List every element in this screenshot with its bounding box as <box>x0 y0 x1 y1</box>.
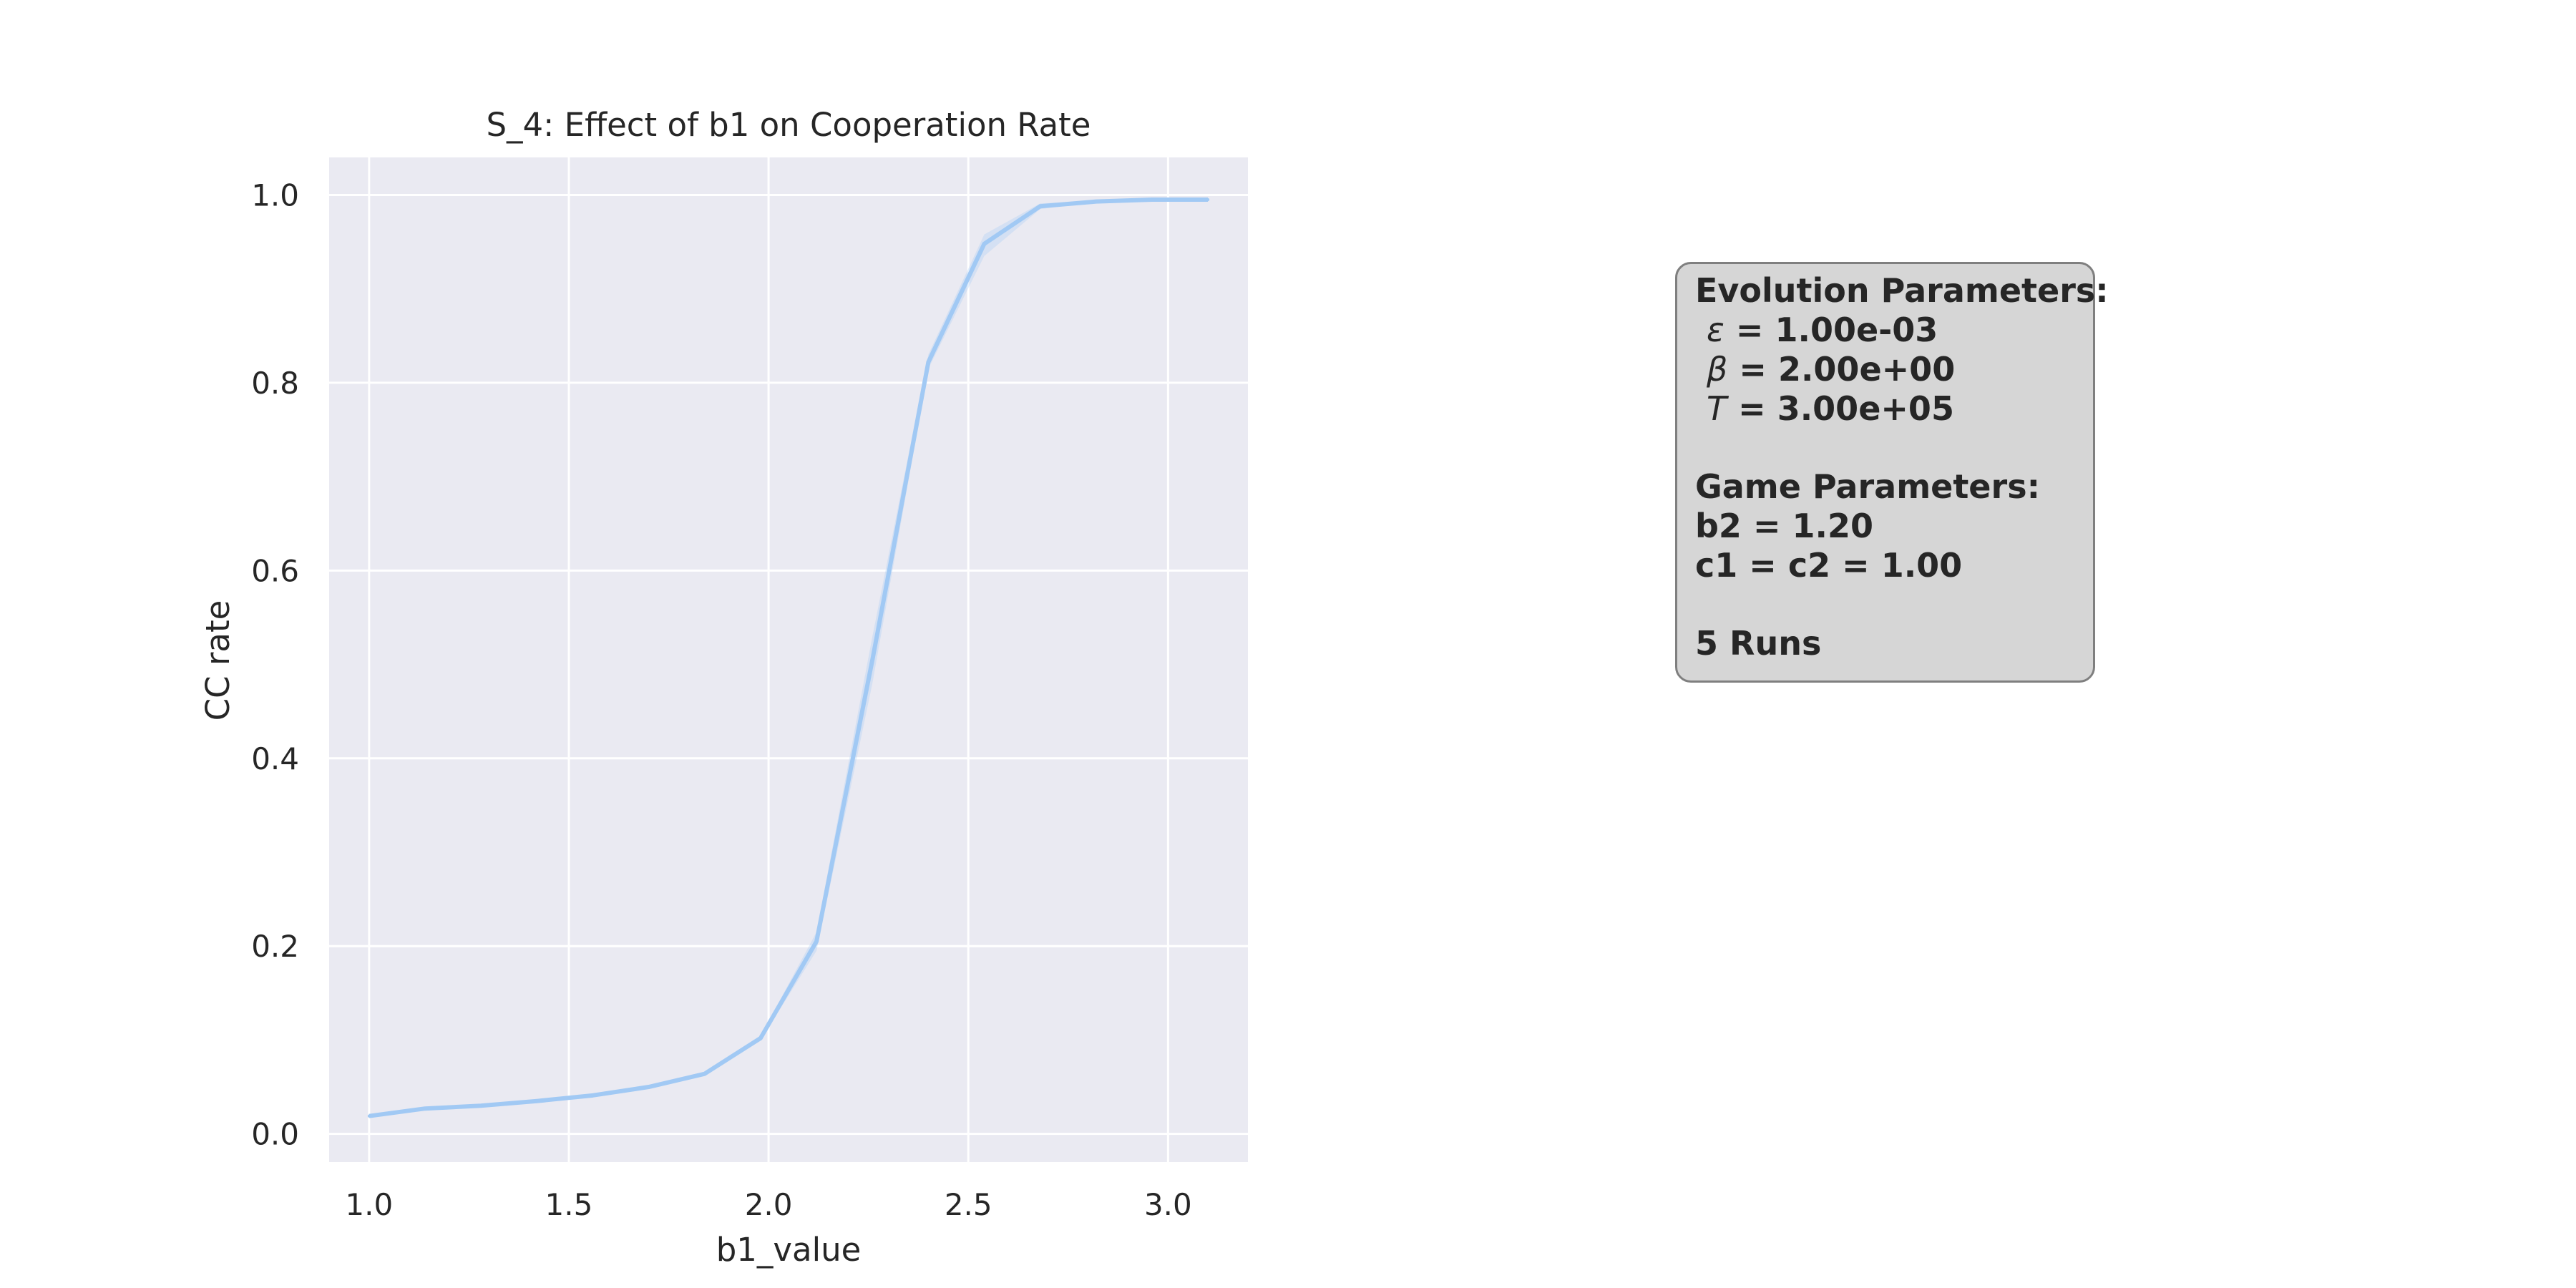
beta-value: = 2.00e+00 <box>1727 350 1956 389</box>
x-tick-label: 3.0 <box>1144 1187 1192 1222</box>
y-axis-label: CC rate <box>199 600 237 721</box>
data-point <box>927 361 930 364</box>
series-layer <box>367 197 1210 1118</box>
data-point <box>1038 205 1042 208</box>
grid-lines <box>329 157 1248 1162</box>
x-tick-label: 2.0 <box>745 1187 793 1222</box>
data-point <box>479 1104 483 1108</box>
data-point <box>1206 198 1210 202</box>
y-tick-label: 1.0 <box>251 177 299 213</box>
y-tick-label: 0.0 <box>251 1117 299 1152</box>
data-point <box>367 1114 371 1118</box>
series-line <box>369 197 1209 1118</box>
y-tick-label: 0.4 <box>251 741 299 776</box>
plot-area <box>329 157 1248 1162</box>
t-value: = 3.00e+05 <box>1727 389 1954 428</box>
x-tick-label: 2.5 <box>945 1187 992 1222</box>
b2-parameter: b2 = 1.20 <box>1695 507 1874 545</box>
c-parameters: c1 = c2 = 1.00 <box>1695 546 1963 585</box>
data-point <box>591 1093 595 1097</box>
beta-symbol: β <box>1707 350 1728 389</box>
y-tick-label: 0.8 <box>251 366 299 401</box>
data-point <box>1094 200 1098 203</box>
data-point <box>703 1072 706 1075</box>
t-symbol: T <box>1707 389 1727 428</box>
t-parameter: T = 3.00e+05 <box>1695 389 2093 429</box>
x-axis-label: b1_value <box>716 1231 862 1269</box>
y-tick-label: 0.6 <box>251 553 299 588</box>
game-parameters-heading: Game Parameters: <box>1695 467 2040 506</box>
x-tick-label: 1.5 <box>545 1187 593 1222</box>
data-point <box>423 1107 426 1111</box>
data-point <box>535 1099 539 1103</box>
parameters-box: Evolution Parameters: ε = 1.00e-03 β = 2… <box>1675 262 2109 683</box>
tick-labels: 1.0 1.5 2.0 2.5 3.0 0.0 0.2 0.4 0.6 0.8 1.0 <box>251 177 1192 1222</box>
epsilon-value: = 1.00e-03 <box>1724 311 1938 349</box>
data-point <box>758 1036 762 1040</box>
data-point <box>1151 198 1154 202</box>
data-point <box>647 1085 650 1089</box>
data-point <box>871 658 874 661</box>
runs-count: 5 Runs <box>1695 624 1822 663</box>
y-tick-label: 0.2 <box>251 929 299 964</box>
epsilon-parameter: ε = 1.00e-03 <box>1695 311 2093 350</box>
beta-parameter: β = 2.00e+00 <box>1695 350 2093 389</box>
evolution-parameters-heading: Evolution Parameters: <box>1695 271 2109 310</box>
chart-title: S_4: Effect of b1 on Cooperation Rate <box>486 106 1091 144</box>
x-tick-label: 1.0 <box>345 1187 393 1222</box>
data-point <box>982 242 986 245</box>
epsilon-symbol: ε <box>1707 311 1724 349</box>
data-point <box>815 940 819 943</box>
